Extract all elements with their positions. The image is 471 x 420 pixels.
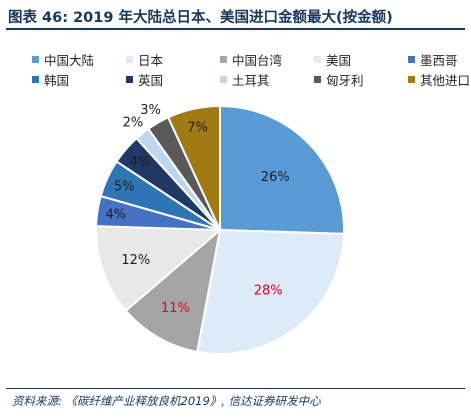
legend-item: 中国大陆 bbox=[32, 50, 94, 68]
slice-data-label: 7% bbox=[187, 121, 208, 136]
legend-label: 中国大陆 bbox=[44, 52, 95, 68]
title-divider bbox=[6, 28, 465, 30]
source-note: 资料来源: 《碳纤维产业释放良机2019》, 信达证券研发中心 bbox=[12, 394, 321, 408]
slice-data-label: 2% bbox=[123, 115, 144, 130]
legend-swatch bbox=[314, 55, 321, 63]
legend-label: 中国台湾 bbox=[232, 52, 283, 68]
legend-label: 美国 bbox=[326, 52, 352, 68]
legend-label: 英国 bbox=[138, 72, 164, 88]
legend-item: 美国 bbox=[314, 50, 351, 68]
legend-label: 其他进口 bbox=[420, 72, 471, 88]
pie-slice bbox=[124, 227, 222, 354]
legend-swatch bbox=[220, 55, 227, 63]
legend-label: 匈牙利 bbox=[326, 72, 364, 88]
slice-data-label: 28% bbox=[254, 283, 283, 298]
slice-data-label: 11% bbox=[161, 301, 190, 316]
legend-swatch bbox=[126, 55, 133, 63]
slice-data-label: 12% bbox=[121, 253, 150, 268]
legend-swatch bbox=[32, 75, 39, 83]
pie-slice bbox=[196, 228, 345, 355]
pie-slice bbox=[95, 225, 223, 313]
source-divider bbox=[6, 388, 465, 389]
legend-label: 韩国 bbox=[44, 72, 70, 88]
pie-slice bbox=[166, 104, 221, 231]
pie-slice bbox=[219, 104, 345, 235]
slice-data-label: 3% bbox=[140, 103, 161, 118]
slice-data-label: 4% bbox=[105, 207, 126, 222]
legend-item: 英国 bbox=[126, 70, 163, 88]
legend-item: 土耳其 bbox=[220, 70, 270, 88]
legend-swatch bbox=[220, 75, 227, 83]
slice-data-label: 5% bbox=[114, 179, 135, 194]
legend-item: 中国台湾 bbox=[220, 50, 282, 68]
legend-item: 韩国 bbox=[32, 70, 69, 88]
legend-swatch bbox=[32, 55, 39, 63]
legend-item: 其他进口 bbox=[408, 70, 470, 88]
legend-item: 日本 bbox=[126, 50, 163, 68]
legend-label: 日本 bbox=[138, 52, 164, 68]
legend-swatch bbox=[408, 55, 415, 63]
slice-data-label: 4% bbox=[130, 155, 151, 170]
figure-title: 图表 46: 2019 年大陆总日本、美国进口金额最大(按金额) bbox=[8, 10, 393, 26]
pie-chart: 26% 28% 11% 12% 4% 5% 4% 2%3% 7% bbox=[95, 103, 345, 355]
legend-label: 墨西哥 bbox=[420, 52, 458, 68]
legend-item: 匈牙利 bbox=[314, 70, 364, 88]
legend-swatch bbox=[314, 75, 321, 83]
legend-swatch bbox=[126, 75, 133, 83]
chart-legend: 中国大陆 日本 中国台湾 美国 墨西哥韩国 英国 土耳其 匈牙利 其他进口 bbox=[0, 44, 471, 94]
slice-data-label: 26% bbox=[261, 170, 290, 185]
legend-item: 墨西哥 bbox=[408, 50, 458, 68]
legend-label: 土耳其 bbox=[232, 72, 270, 88]
legend-swatch bbox=[408, 75, 415, 83]
